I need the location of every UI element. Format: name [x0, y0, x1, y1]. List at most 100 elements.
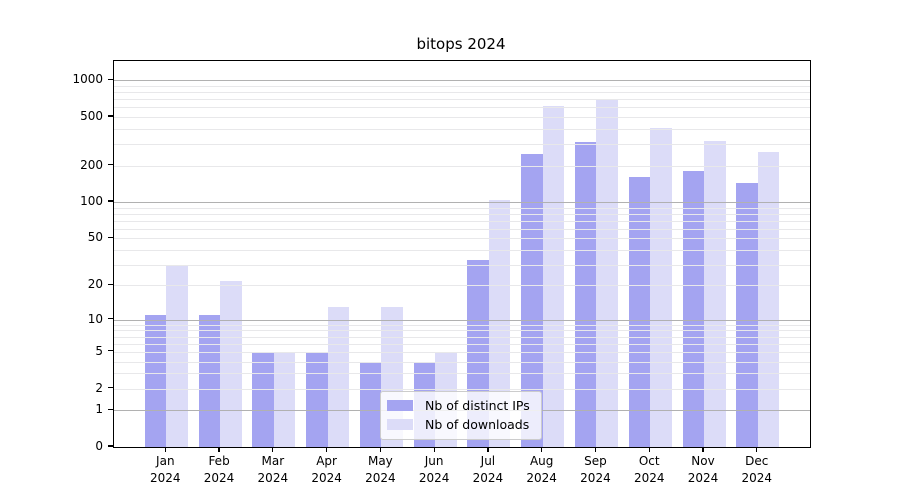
x-tick-mark	[756, 447, 758, 452]
bar-downloads-dec	[757, 151, 780, 447]
y-tick-mark	[108, 163, 113, 166]
y-tick-mark	[108, 350, 113, 352]
y-tick-mark	[108, 283, 113, 285]
minor-gridline	[114, 117, 810, 119]
x-tick-label: Aug 2024	[526, 454, 557, 485]
x-tick-label: Dec 2024	[741, 454, 773, 485]
y-tick-label: 100	[80, 194, 103, 209]
bar-downloads-apr	[327, 306, 350, 447]
legend-label-distinct-ips: Nb of distinct IPs	[425, 398, 530, 413]
y-tick-label: 10	[87, 311, 103, 326]
x-tick-mark	[379, 447, 381, 452]
minor-gridline	[114, 207, 810, 209]
minor-gridline	[114, 361, 810, 363]
bar-downloads-oct	[650, 127, 672, 447]
bar-ips-oct	[628, 177, 651, 447]
x-tick-label: Mar 2024	[257, 454, 289, 485]
major-gridline	[114, 319, 810, 321]
y-tick-label: 5	[95, 343, 103, 358]
plot-area	[113, 60, 811, 448]
minor-gridline	[114, 285, 810, 287]
minor-gridline	[114, 213, 810, 215]
x-tick-mark	[594, 447, 597, 452]
y-tick-mark	[108, 318, 113, 320]
minor-gridline	[114, 330, 810, 332]
minor-gridline	[114, 238, 810, 240]
minor-gridline	[114, 264, 810, 266]
legend: Nb of distinct IPs Nb of downloads	[380, 391, 542, 440]
y-tick-label: 0	[95, 439, 103, 453]
y-tick-mark	[108, 78, 113, 80]
x-tick-label: Jul 2024	[472, 454, 504, 485]
y-tick-mark	[108, 115, 113, 117]
minor-gridline	[114, 85, 810, 87]
x-tick-label: May 2024	[365, 454, 396, 485]
y-tick-label: 500	[80, 109, 103, 124]
minor-gridline	[114, 373, 810, 375]
major-gridline	[114, 80, 810, 82]
x-tick-mark	[702, 447, 704, 452]
bar-ips-nov	[682, 171, 704, 447]
y-tick-label: 1000	[72, 72, 103, 87]
bar-downloads-jul	[488, 200, 511, 447]
x-tick-label: Oct 2024	[633, 454, 665, 485]
x-tick-mark	[164, 447, 166, 452]
minor-gridline	[114, 128, 810, 130]
legend-item-distinct-ips: Nb of distinct IPs	[387, 398, 530, 413]
x-tick-label: Jun 2024	[418, 454, 450, 485]
bar-downloads-sep	[596, 99, 618, 447]
legend-label-downloads: Nb of downloads	[425, 417, 530, 432]
x-tick-label: Nov 2024	[687, 454, 719, 485]
major-gridline	[114, 202, 810, 204]
minor-gridline	[114, 336, 810, 338]
x-tick-mark	[541, 447, 543, 452]
chart-title: bitops 2024	[416, 35, 506, 53]
bar-ips-dec	[736, 182, 758, 447]
legend-item-downloads: Nb of downloads	[387, 417, 530, 432]
bar-ips-feb	[198, 315, 221, 447]
x-tick-label: Apr 2024	[311, 454, 342, 485]
bar-ips-mar	[252, 351, 274, 447]
y-tick-label: 2	[95, 380, 103, 395]
y-tick-label: 20	[87, 277, 103, 292]
legend-swatch-distinct-ips-icon	[387, 400, 413, 411]
y-tick-mark	[108, 445, 113, 447]
x-tick-label: Sep 2024	[580, 454, 611, 485]
minor-gridline	[114, 388, 810, 390]
bar-downloads-aug	[542, 105, 565, 447]
bar-downloads-nov	[704, 140, 726, 447]
minor-gridline	[114, 107, 810, 109]
minor-gridline	[114, 92, 810, 94]
bar-downloads-feb	[220, 280, 242, 447]
minor-gridline	[114, 220, 810, 222]
y-tick-mark	[108, 236, 113, 238]
minor-gridline	[114, 249, 810, 251]
bar-ips-apr	[306, 351, 328, 447]
minor-gridline	[114, 324, 810, 326]
y-tick-label: 50	[87, 230, 103, 245]
x-tick-mark	[326, 447, 328, 452]
x-tick-mark	[433, 447, 435, 452]
x-tick-mark	[648, 447, 650, 452]
y-tick-mark	[108, 387, 113, 389]
x-tick-mark	[487, 447, 489, 452]
bar-ips-may	[359, 361, 382, 447]
minor-gridline	[114, 228, 810, 230]
bar-downloads-jan	[166, 264, 188, 447]
minor-gridline	[114, 99, 810, 101]
minor-gridline	[114, 144, 810, 146]
y-tick-label: 1	[95, 402, 103, 417]
x-tick-label: Feb 2024	[203, 454, 235, 485]
y-tick-label: 200	[80, 157, 103, 172]
minor-gridline	[114, 165, 810, 167]
legend-swatch-downloads-icon	[387, 419, 413, 430]
minor-gridline	[114, 343, 810, 345]
y-tick-mark	[108, 200, 113, 202]
y-tick-mark	[108, 408, 113, 410]
bar-downloads-mar	[273, 351, 296, 447]
bar-ips-jan	[144, 315, 167, 447]
x-tick-label: Jan 2024	[150, 454, 181, 485]
bar-ips-sep	[574, 142, 597, 447]
x-tick-mark	[218, 447, 220, 452]
